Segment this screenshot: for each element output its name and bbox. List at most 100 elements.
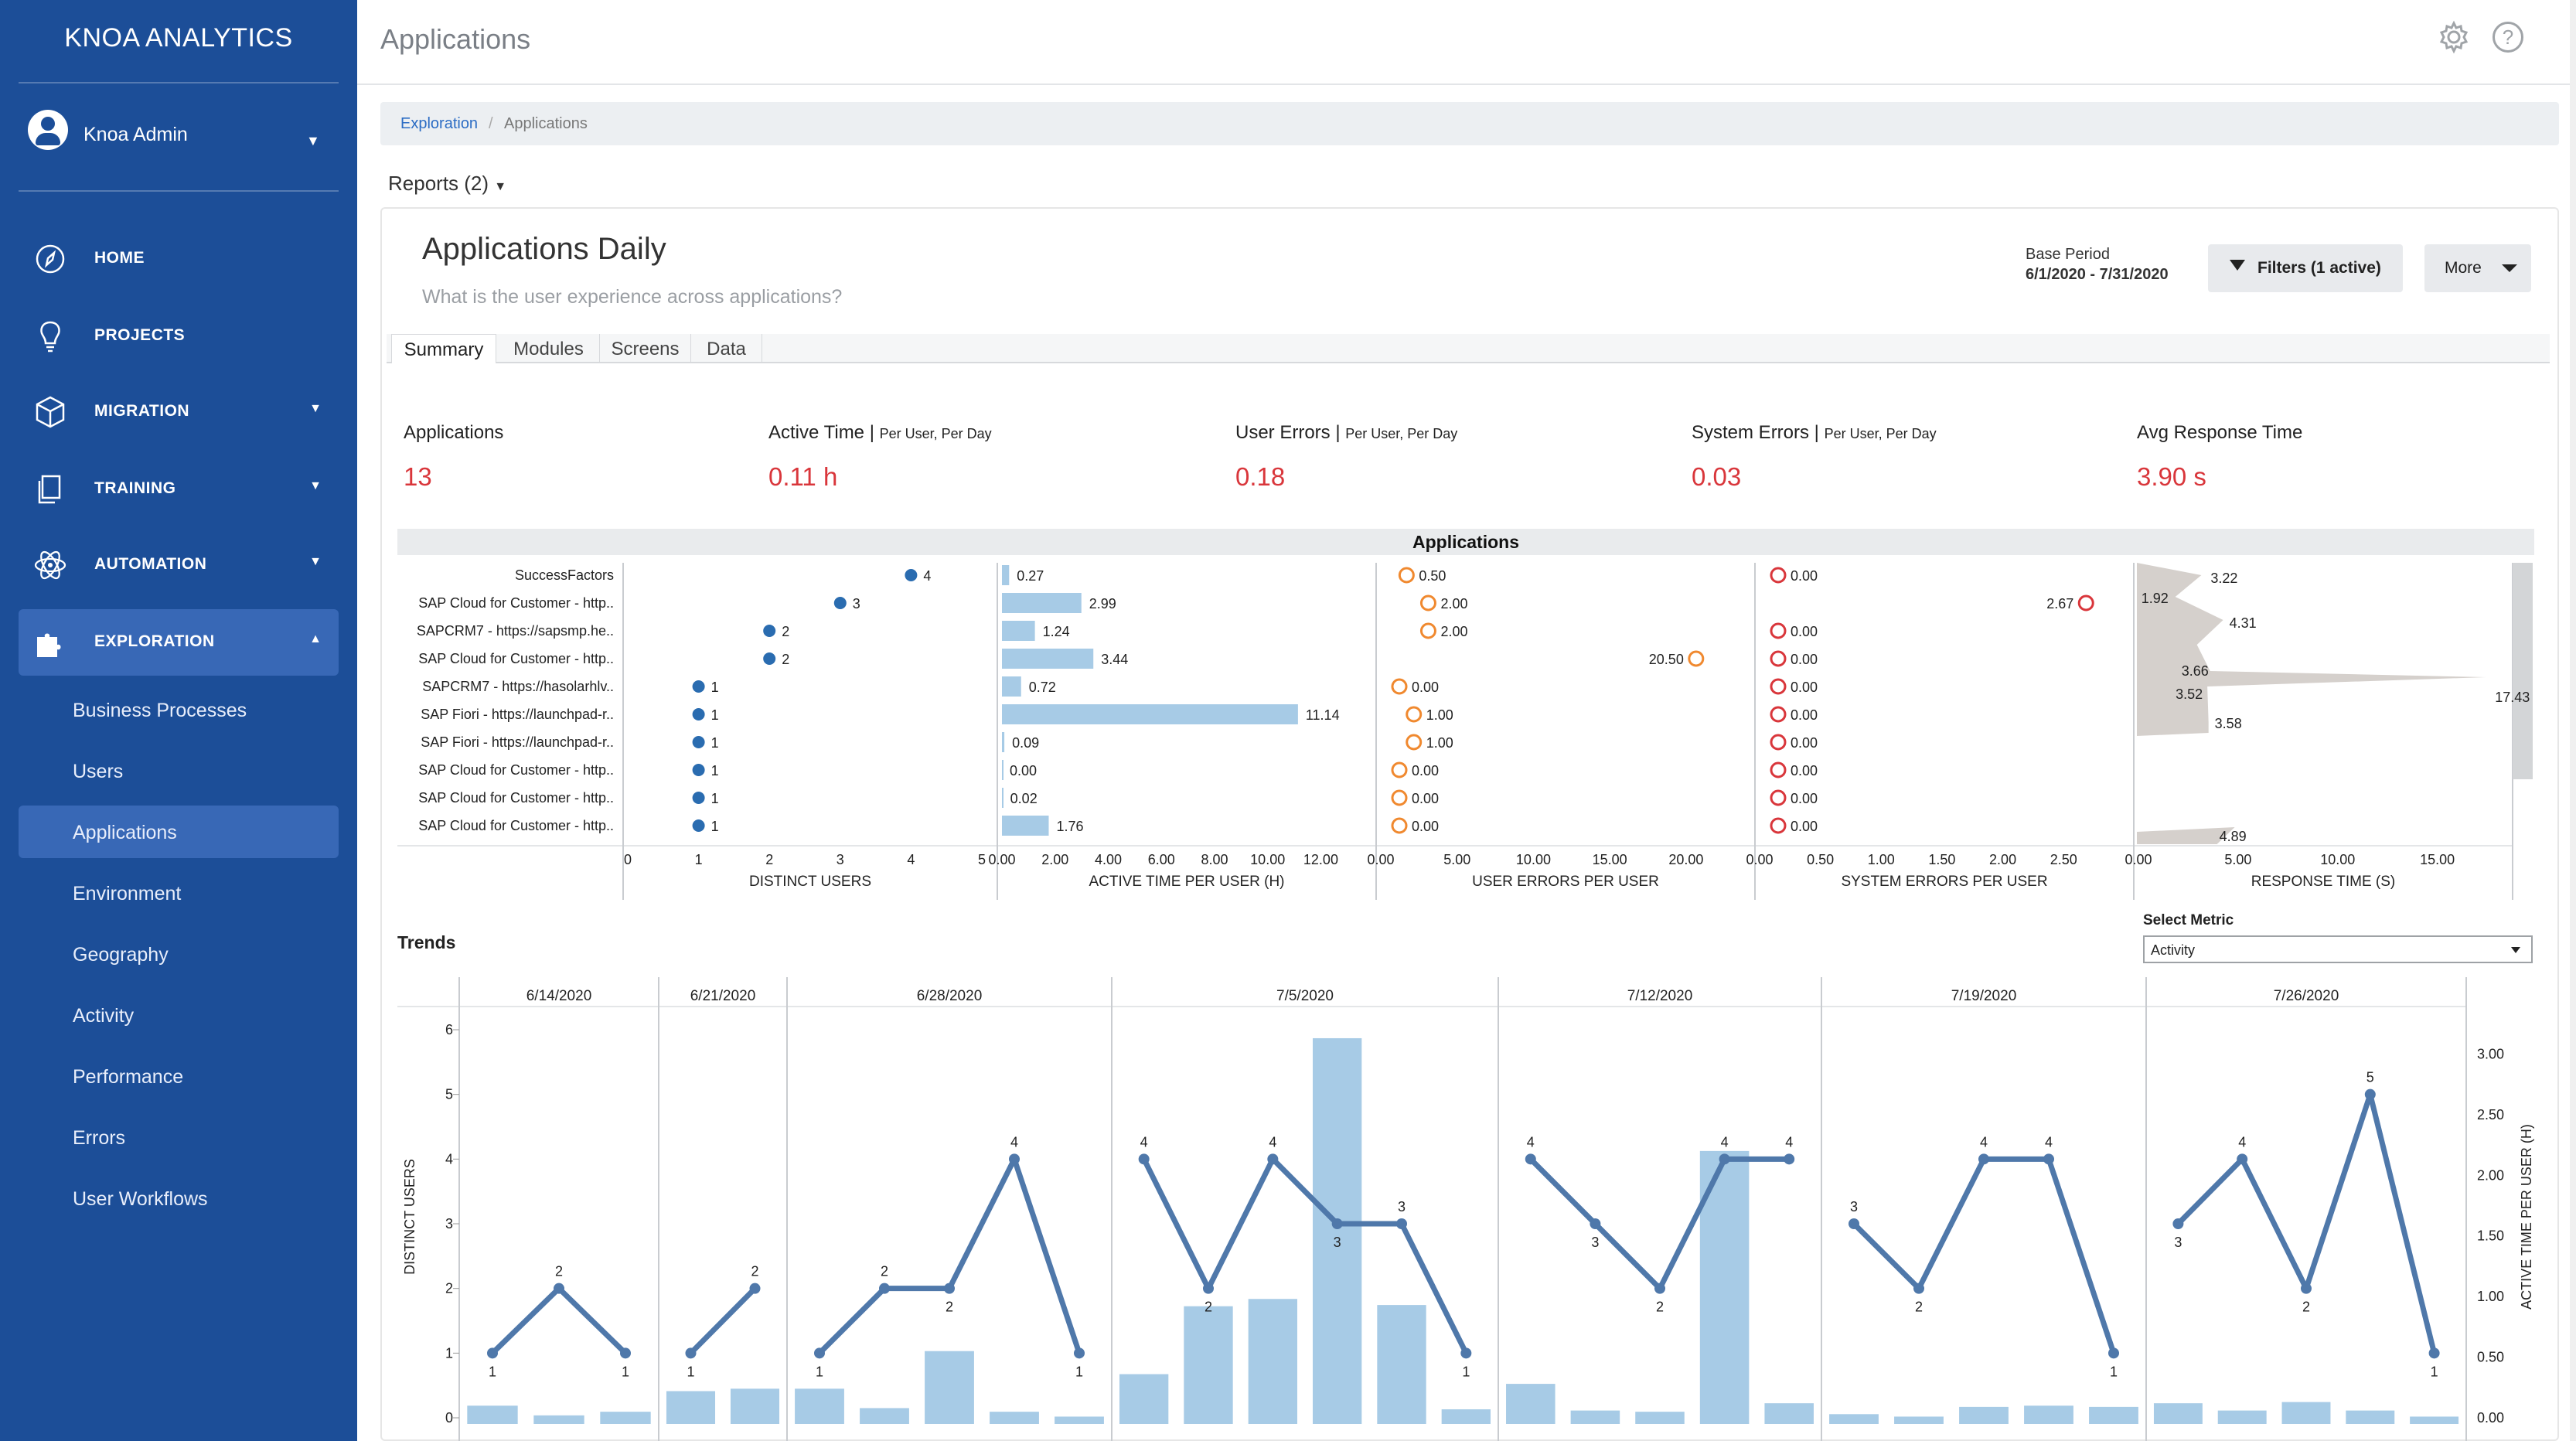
data-point[interactable]	[763, 652, 776, 665]
data-point[interactable]	[1331, 1218, 1343, 1229]
user-menu[interactable]: Knoa Admin ▼	[28, 110, 337, 164]
data-point[interactable]	[1770, 817, 1787, 834]
data-point[interactable]	[944, 1283, 955, 1294]
distinct-users-line[interactable]	[1852, 1156, 2117, 1354]
data-point[interactable]	[1406, 706, 1423, 723]
data-point[interactable]	[1784, 1153, 1795, 1165]
data-point[interactable]	[2364, 1088, 2376, 1100]
data-point[interactable]	[1391, 817, 1408, 834]
breadcrumb-link-exploration[interactable]: Exploration	[400, 115, 479, 132]
active-time-bar[interactable]	[1894, 1416, 1944, 1424]
response-time-area[interactable]	[2137, 827, 2235, 844]
data-point[interactable]	[1009, 1153, 1020, 1165]
data-point[interactable]	[2172, 1218, 2184, 1229]
subnav-item-environment[interactable]: Environment	[19, 867, 339, 919]
help-icon[interactable]: ?	[2493, 22, 2523, 53]
active-time-bar[interactable]	[1764, 1403, 1814, 1424]
active-time-bar[interactable]	[1313, 1037, 1362, 1424]
subnav-item-users[interactable]: Users	[19, 744, 339, 797]
data-point[interactable]	[1138, 1153, 1150, 1165]
active-time-bar[interactable]	[1829, 1414, 1879, 1424]
nav-item-training[interactable]: TRAINING ▼	[19, 456, 339, 523]
active-time-bar[interactable]	[1119, 1374, 1169, 1424]
nav-item-projects[interactable]: PROJECTS	[19, 303, 339, 370]
data-point[interactable]	[1770, 678, 1787, 695]
data-point[interactable]	[2428, 1347, 2440, 1359]
data-point[interactable]	[1391, 761, 1408, 778]
distinct-users-line[interactable]	[490, 1286, 628, 1355]
bar[interactable]	[1002, 649, 1094, 669]
active-time-bar[interactable]	[666, 1391, 716, 1424]
active-time-bar[interactable]	[990, 1412, 1039, 1424]
bar[interactable]	[1002, 816, 1049, 836]
data-point[interactable]	[1590, 1218, 1601, 1229]
data-point[interactable]	[833, 597, 847, 609]
data-point[interactable]	[1406, 734, 1423, 751]
active-time-bar[interactable]	[860, 1408, 909, 1424]
data-point[interactable]	[1391, 789, 1408, 806]
data-point[interactable]	[879, 1283, 890, 1294]
bar[interactable]	[1002, 732, 1005, 752]
data-point[interactable]	[1688, 650, 1705, 667]
active-time-bar[interactable]	[1377, 1305, 1426, 1424]
data-point[interactable]	[1770, 734, 1787, 751]
data-point[interactable]	[1770, 622, 1787, 639]
bar[interactable]	[1002, 760, 1003, 780]
data-point[interactable]	[692, 819, 705, 832]
data-point[interactable]	[1913, 1283, 1924, 1294]
data-point[interactable]	[2077, 594, 2094, 611]
data-point[interactable]	[620, 1347, 631, 1359]
active-time-bar[interactable]	[2024, 1405, 2073, 1424]
active-time-bar[interactable]	[1959, 1406, 2009, 1424]
data-point[interactable]	[1419, 622, 1436, 639]
distinct-users-line[interactable]	[1528, 1156, 1790, 1292]
more-button[interactable]: More	[2424, 244, 2531, 292]
active-time-bar[interactable]	[1570, 1410, 1620, 1424]
tab-modules[interactable]: Modules	[498, 334, 600, 363]
nav-item-automation[interactable]: AUTOMATION ▼	[19, 532, 339, 598]
distinct-users-line[interactable]	[1141, 1156, 1469, 1354]
active-time-bar[interactable]	[600, 1412, 651, 1424]
bar[interactable]	[1002, 593, 1082, 613]
data-point[interactable]	[1770, 567, 1787, 584]
filters-button[interactable]: Filters (1 active)	[2208, 244, 2403, 292]
bar[interactable]	[1002, 565, 1010, 585]
active-time-bar[interactable]	[533, 1415, 584, 1424]
gear-icon[interactable]	[2437, 20, 2471, 54]
subnav-item-user-workflows[interactable]: User Workflows	[19, 1172, 339, 1225]
data-point[interactable]	[692, 764, 705, 776]
tab-screens[interactable]: Screens	[600, 334, 691, 363]
data-point[interactable]	[1770, 761, 1787, 778]
data-point[interactable]	[692, 736, 705, 748]
data-point[interactable]	[2108, 1347, 2119, 1359]
active-time-bar[interactable]	[1635, 1412, 1685, 1424]
data-point[interactable]	[814, 1347, 825, 1359]
active-time-bar[interactable]	[2089, 1406, 2138, 1424]
subnav-item-geography[interactable]: Geography	[19, 928, 339, 980]
active-time-bar[interactable]	[2346, 1410, 2395, 1424]
active-time-bar[interactable]	[1506, 1384, 1555, 1424]
subnav-item-applications[interactable]: Applications	[19, 806, 339, 858]
data-point[interactable]	[1391, 678, 1408, 695]
data-point[interactable]	[1203, 1283, 1214, 1294]
data-point[interactable]	[1719, 1153, 1730, 1165]
data-point[interactable]	[692, 708, 705, 720]
data-point[interactable]	[1460, 1347, 1472, 1359]
data-point[interactable]	[692, 680, 705, 693]
data-point[interactable]	[1770, 706, 1787, 723]
subnav-item-business-processes[interactable]: Business Processes	[19, 683, 339, 736]
bar[interactable]	[1002, 704, 1298, 724]
data-point[interactable]	[1267, 1153, 1279, 1165]
active-time-bar[interactable]	[925, 1351, 974, 1424]
page-scrollbar[interactable]	[2570, 0, 2576, 1441]
data-point[interactable]	[2237, 1153, 2248, 1165]
tab-summary[interactable]: Summary	[391, 334, 496, 363]
data-point[interactable]	[1654, 1283, 1665, 1294]
tab-data[interactable]: Data	[691, 334, 762, 363]
data-point[interactable]	[554, 1283, 564, 1294]
data-point[interactable]	[1398, 567, 1415, 584]
distinct-users-line[interactable]	[689, 1286, 757, 1355]
subnav-item-activity[interactable]: Activity	[19, 989, 339, 1041]
data-point[interactable]	[1849, 1218, 1859, 1229]
data-point[interactable]	[487, 1347, 498, 1359]
